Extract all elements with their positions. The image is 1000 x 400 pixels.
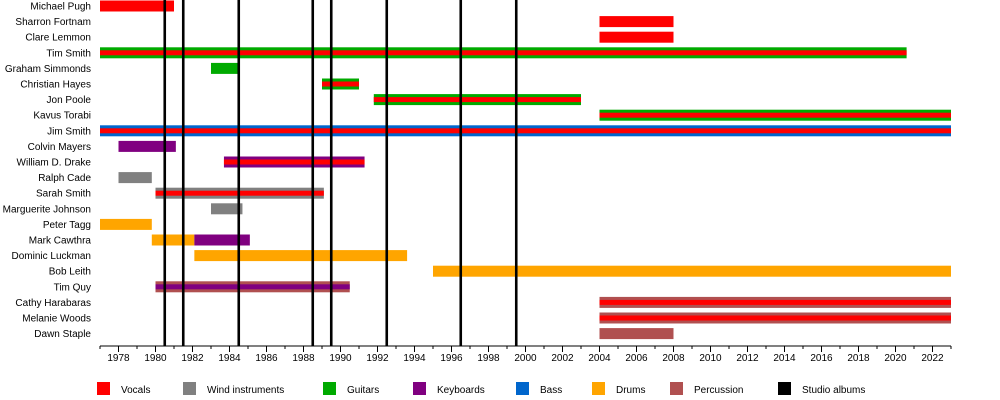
legend-label: Vocals xyxy=(121,385,150,396)
x-tick-label: 1990 xyxy=(329,353,352,364)
x-tick-label: 1982 xyxy=(181,353,204,364)
legend-swatch xyxy=(97,382,110,395)
member-bar-inner xyxy=(155,284,350,290)
member-label: Clare Lemmon xyxy=(25,33,91,44)
member-bar xyxy=(194,250,408,262)
member-bar xyxy=(211,62,239,74)
member-label: Cathy Harabaras xyxy=(15,298,91,309)
legend-label: Guitars xyxy=(347,385,379,396)
x-tick-label: 2022 xyxy=(921,353,944,364)
member-label: Melanie Woods xyxy=(22,314,91,325)
x-tick-label: 1994 xyxy=(403,353,426,364)
member-label: Bob Leith xyxy=(49,267,91,278)
x-tick-label: 1980 xyxy=(144,353,167,364)
member-label: Tim Smith xyxy=(46,48,91,59)
member-bar-inner xyxy=(599,315,951,321)
member-bar-inner xyxy=(100,50,907,56)
member-label: Dominic Luckman xyxy=(12,251,91,262)
x-tick-label: 2016 xyxy=(810,353,833,364)
x-tick-label: 2020 xyxy=(884,353,907,364)
member-label: Jon Poole xyxy=(47,95,92,106)
x-tick-label: 1996 xyxy=(440,353,463,364)
legend-swatch xyxy=(516,382,529,395)
legend-label: Percussion xyxy=(694,385,743,396)
member-bars xyxy=(100,0,951,340)
member-label: Tim Quy xyxy=(54,282,91,293)
member-bar xyxy=(599,328,674,340)
x-tick-label: 1998 xyxy=(477,353,500,364)
member-bar xyxy=(433,265,951,277)
legend-label: Studio albums xyxy=(802,385,865,396)
member-label: Dawn Staple xyxy=(34,329,91,340)
x-tick-label: 1984 xyxy=(218,353,241,364)
x-tick-label: 2012 xyxy=(736,353,759,364)
x-tick-label: 1988 xyxy=(292,353,315,364)
legend: Vocals Wind instruments Guitars Keyboards Ba… xyxy=(97,382,865,396)
member-bar-inner xyxy=(599,299,951,305)
x-tick-label: 2014 xyxy=(773,353,796,364)
member-bar xyxy=(100,0,174,12)
legend-label: Keyboards xyxy=(437,385,485,396)
member-bar xyxy=(100,218,152,230)
member-labels: Michael Pugh Sharron Fortnam Clare Lemmon T… xyxy=(3,2,92,341)
member-bar xyxy=(118,140,176,152)
legend-swatch xyxy=(592,382,605,395)
x-tick-label: 1986 xyxy=(255,353,278,364)
member-bar-inner xyxy=(599,112,951,118)
member-label: Sharron Fortnam xyxy=(15,17,91,28)
member-bar-inner xyxy=(373,97,581,103)
member-bar xyxy=(599,16,674,28)
member-bar xyxy=(194,234,250,246)
x-tick-label: 2008 xyxy=(662,353,685,364)
member-label: Peter Tagg xyxy=(43,220,91,231)
legend-swatch xyxy=(778,382,791,395)
member-label: Christian Hayes xyxy=(20,80,91,91)
member-bar xyxy=(118,172,152,184)
legend-swatch xyxy=(183,382,196,395)
member-bar xyxy=(599,31,674,43)
member-bar-inner xyxy=(100,128,951,134)
legend-swatch xyxy=(323,382,336,395)
member-bar-inner xyxy=(322,81,359,87)
legend-label: Drums xyxy=(616,385,645,396)
legend-label: Wind instruments xyxy=(207,385,284,396)
x-tick-label: 2002 xyxy=(551,353,574,364)
legend-label: Bass xyxy=(540,385,562,396)
member-bar xyxy=(211,203,243,215)
member-bar-inner xyxy=(223,159,365,165)
member-label: Marguerite Johnson xyxy=(3,204,91,215)
member-label: Kavus Torabi xyxy=(33,111,91,122)
studio-album-lines xyxy=(163,0,518,346)
x-tick-label: 1992 xyxy=(366,353,389,364)
x-tick-label: 2006 xyxy=(625,353,648,364)
x-tick-label: 2010 xyxy=(699,353,722,364)
member-label: William D. Drake xyxy=(17,158,92,169)
member-label: Ralph Cade xyxy=(38,173,91,184)
member-label: Jim Smith xyxy=(47,126,91,137)
x-tick-label: 2000 xyxy=(514,353,537,364)
member-label: Mark Cawthra xyxy=(29,236,92,247)
x-tick-label: 2004 xyxy=(588,353,611,364)
legend-swatch xyxy=(413,382,426,395)
x-tick-label: 1978 xyxy=(107,353,130,364)
member-label: Sarah Smith xyxy=(36,189,91,200)
x-axis: 1978 1980 1982 1984 1986 1988 1990 1992 1994 1996… xyxy=(99,345,952,364)
x-tick-label: 2018 xyxy=(847,353,870,364)
member-label: Colvin Mayers xyxy=(28,142,91,153)
member-bar xyxy=(151,234,195,246)
member-label: Michael Pugh xyxy=(30,2,91,13)
legend-swatch xyxy=(670,382,683,395)
member-label: Graham Simmonds xyxy=(5,64,91,75)
